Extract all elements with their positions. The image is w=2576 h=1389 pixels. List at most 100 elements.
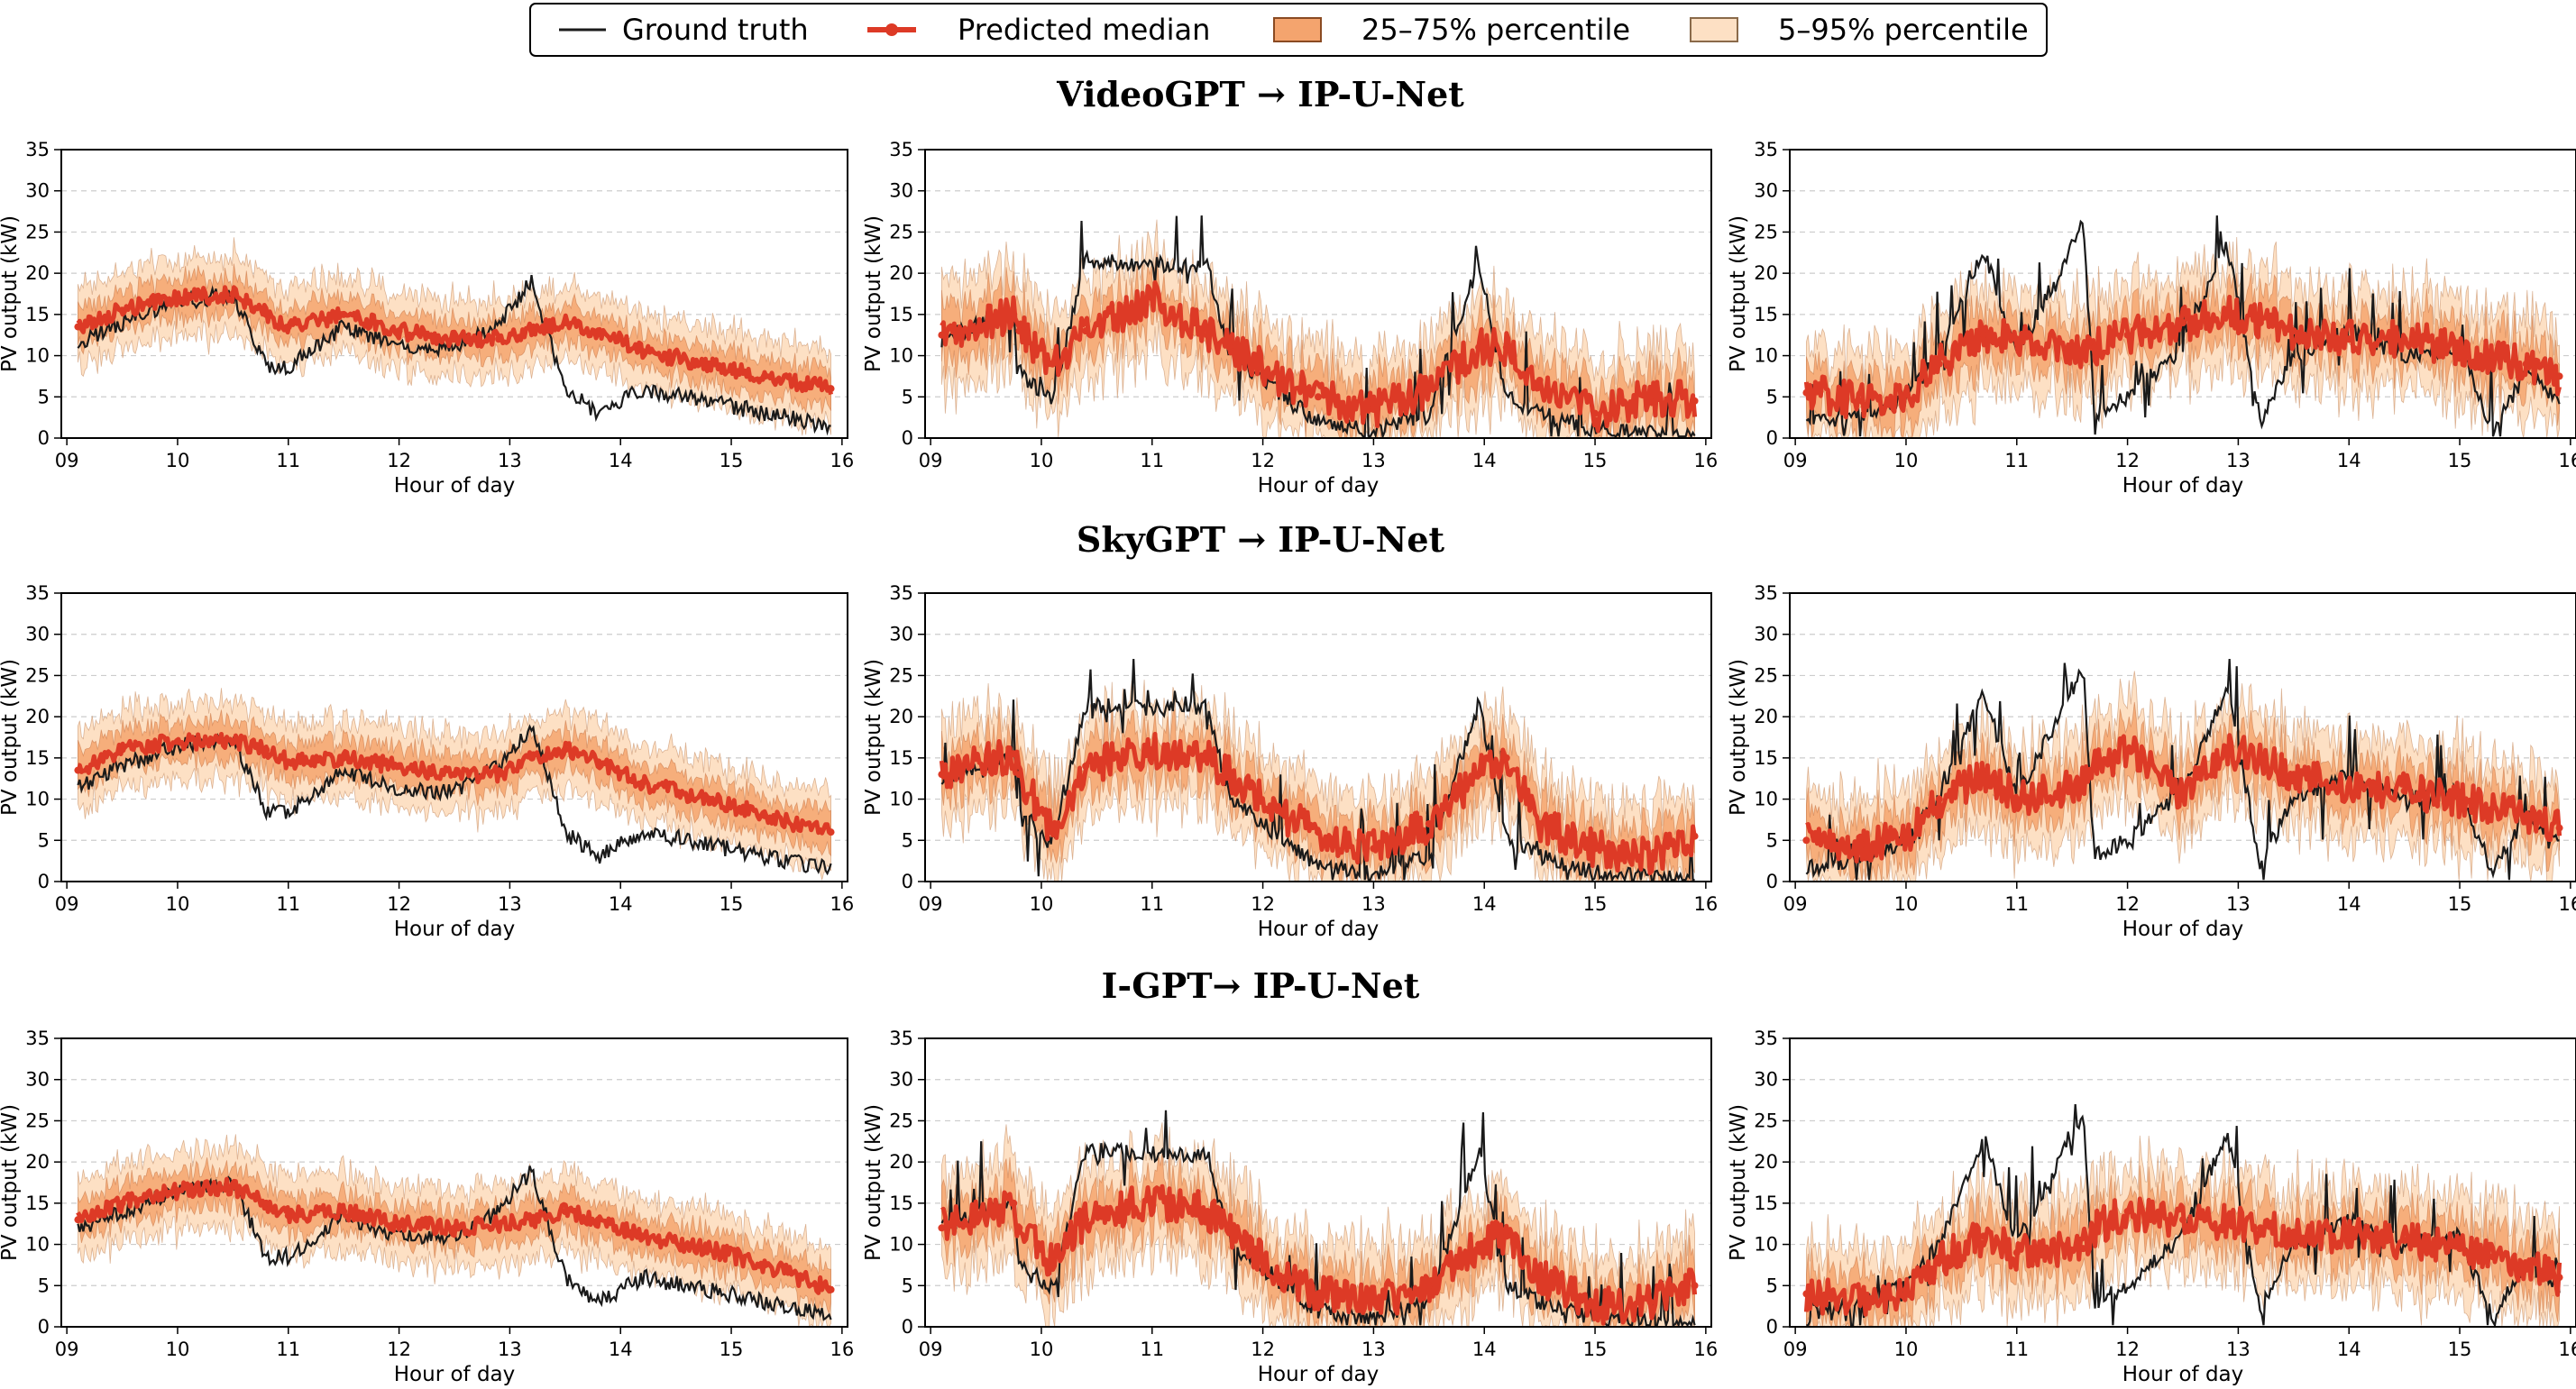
predicted-median-line: [1803, 1196, 2562, 1317]
median-point: [1857, 1294, 1866, 1302]
median-point: [229, 737, 237, 745]
median-point: [1281, 1274, 1289, 1282]
legend: Ground truth Predicted median 25–75% per…: [529, 3, 2048, 57]
median-point: [2489, 1253, 2497, 1261]
median-point: [1591, 409, 1600, 417]
y-tick-label: 0: [38, 427, 50, 449]
median-point: [2522, 811, 2530, 819]
y-tick-label: 10: [25, 789, 50, 810]
ground-truth-line: [940, 215, 1696, 438]
y-tick-label: 30: [889, 624, 913, 645]
x-tick-label: 14: [2337, 450, 2361, 471]
median-point: [1204, 754, 1212, 762]
y-tick-label: 35: [889, 139, 913, 160]
median-point: [1475, 771, 1483, 779]
y-tick-label: 0: [38, 1316, 50, 1338]
x-tick-label: 16: [1693, 450, 1718, 471]
median-point: [1802, 1290, 1811, 1298]
median-point: [2400, 1237, 2408, 1244]
median-point: [1315, 1290, 1322, 1298]
y-tick-label: 0: [1766, 427, 1778, 449]
median-point: [284, 758, 292, 766]
x-tick-label: 10: [166, 450, 190, 471]
ground-truth-line: [940, 659, 1695, 882]
y-tick-label: 25: [25, 221, 50, 242]
median-point: [2223, 745, 2232, 754]
x-tick-label: 09: [55, 893, 79, 915]
median-point: [1425, 385, 1433, 393]
plot-area: [1802, 215, 2563, 438]
median-point: [1225, 1224, 1233, 1232]
median-point: [1010, 1199, 1018, 1207]
y-tick-label: 15: [1754, 1193, 1778, 1214]
y-axis-label: PV output (kW): [0, 1104, 22, 1261]
median-point: [1591, 1302, 1600, 1311]
x-tick-label: 13: [1361, 1339, 1386, 1360]
median-point: [229, 290, 237, 297]
median-point: [2079, 1245, 2087, 1253]
median-point: [1082, 1216, 1090, 1224]
y-tick-label: 30: [1754, 624, 1778, 645]
median-point: [2256, 1224, 2264, 1232]
median-point: [1691, 1282, 1699, 1290]
x-axis-label: Hour of day: [2122, 474, 2244, 498]
median-point: [1935, 1256, 1943, 1265]
median-point: [2123, 331, 2131, 339]
row-title-igpt: I-GPT→ IP-U-Net: [1102, 965, 1420, 1006]
x-tick-label: 12: [1251, 893, 1275, 915]
y-tick-label: 20: [889, 1151, 913, 1173]
x-tick-label: 10: [1894, 893, 1919, 915]
x-tick-label: 12: [387, 450, 411, 471]
median-point: [2179, 319, 2186, 326]
y-axis-label: PV output (kW): [0, 215, 22, 372]
median-point: [118, 306, 126, 315]
y-tick-label: 15: [1754, 747, 1778, 769]
y-tick-label: 20: [25, 1151, 50, 1173]
y-tick-label: 30: [1754, 1069, 1778, 1091]
median-point: [1536, 1274, 1544, 1282]
median-point: [594, 758, 602, 766]
y-tick-label: 35: [1754, 139, 1778, 160]
x-tick-label: 12: [387, 1339, 411, 1360]
panel-5: 0 5 10 15 20 25 30 35 09 10 11 12 13 14 15 16 Hour of da…: [862, 582, 1718, 941]
legend-median-marker: [885, 23, 898, 36]
median-point: [1370, 1298, 1378, 1306]
x-tick-label: 10: [1030, 1339, 1054, 1360]
median-point: [1502, 1232, 1510, 1240]
x-tick-label: 16: [1693, 1339, 1718, 1360]
predicted-median-line: [1803, 295, 2562, 420]
ground-truth-line: [940, 1110, 1696, 1327]
median-point: [1475, 343, 1483, 352]
x-tick-label: 14: [1472, 450, 1497, 471]
x-tick-label: 11: [2004, 450, 2029, 471]
y-tick-label: 15: [889, 1193, 913, 1214]
x-axis-label: Hour of day: [394, 474, 516, 498]
x-tick-label: 09: [1783, 450, 1808, 471]
predicted-median-line: [76, 285, 834, 396]
y-tick-label: 35: [1754, 582, 1778, 604]
panel-1: 0 5 10 15 20 25 30 35 09 10 11 12 13 14 15 16 Hour of da…: [0, 139, 854, 498]
median-point: [2123, 745, 2131, 754]
median-point: [561, 745, 569, 754]
plot-area: [938, 215, 1699, 438]
row-title-skygpt: SkyGPT → IP-U-Net: [1077, 519, 1445, 560]
y-tick-label: 5: [38, 1275, 50, 1296]
median-point: [1902, 832, 1910, 840]
plot-frame: [1789, 149, 2576, 439]
median-point: [938, 771, 946, 779]
median-point: [395, 1220, 403, 1228]
median-point: [74, 766, 82, 774]
plot-area: [938, 1110, 1699, 1327]
median-point: [1049, 360, 1057, 368]
y-axis-label: PV output (kW): [862, 659, 885, 816]
plot-area: [1802, 659, 2563, 882]
median-point: [495, 335, 503, 343]
median-point: [2179, 795, 2186, 803]
y-tick-label: 10: [889, 789, 913, 810]
y-tick-label: 5: [1766, 1275, 1778, 1296]
y-tick-label: 25: [889, 664, 913, 686]
median-point: [1502, 754, 1510, 762]
median-point: [284, 323, 292, 331]
median-point: [340, 1208, 348, 1215]
